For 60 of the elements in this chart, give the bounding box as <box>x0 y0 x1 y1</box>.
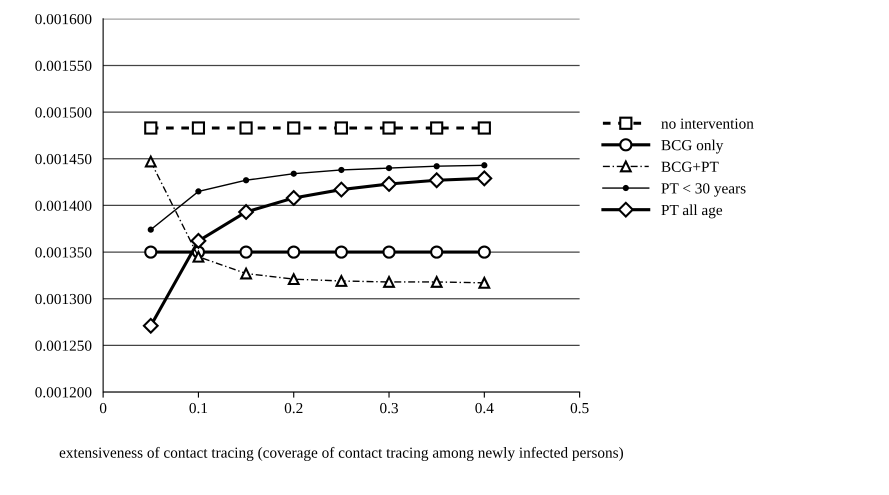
point <box>192 121 206 135</box>
point <box>434 163 440 170</box>
y-tick-label: 0.001350 <box>35 247 92 258</box>
x-tick-label: 0.2 <box>284 402 302 414</box>
point <box>334 121 348 135</box>
legend-label: no intervention <box>661 118 754 129</box>
point <box>142 318 159 334</box>
point <box>238 204 254 220</box>
y-tick-label: 0.001600 <box>35 14 92 24</box>
point <box>430 276 443 288</box>
point <box>144 121 158 135</box>
y-tick-label: 0.001550 <box>35 60 92 71</box>
x-tick-label: 0 <box>100 402 106 414</box>
point <box>144 156 157 168</box>
y-tick-label: 0.001250 <box>35 340 92 351</box>
legend-label: BCG only <box>661 140 724 154</box>
point <box>386 164 392 172</box>
y-tick-label: 0.001500 <box>35 107 92 118</box>
point <box>287 121 300 135</box>
point <box>192 250 204 263</box>
point <box>382 245 396 259</box>
point <box>428 172 445 188</box>
point <box>239 121 253 135</box>
point <box>430 245 444 259</box>
point <box>287 245 300 259</box>
point <box>478 121 491 135</box>
point <box>242 177 250 184</box>
point <box>383 276 395 288</box>
point <box>478 245 491 259</box>
x-axis-title: extensiveness of contact tracing (coverage of contact tracing among newly infected persons) <box>60 446 624 461</box>
x-tick-label: 0.1 <box>189 402 208 414</box>
x-tick-label: 0.5 <box>570 402 589 414</box>
point <box>195 188 202 195</box>
point <box>335 275 348 287</box>
point <box>478 276 490 289</box>
point <box>239 245 253 259</box>
point <box>148 226 154 233</box>
point <box>338 166 345 174</box>
y-tick-label: 0.001200 <box>35 387 92 398</box>
point <box>240 268 252 280</box>
point <box>190 232 206 249</box>
point <box>381 176 397 192</box>
point <box>290 170 297 177</box>
point <box>333 182 350 198</box>
y-tick-label: 0.001300 <box>35 294 92 304</box>
y-tick-label: 0.001450 <box>35 154 92 164</box>
point <box>481 162 488 168</box>
x-tick-label: 0.3 <box>380 402 398 414</box>
point <box>476 170 492 186</box>
point <box>430 121 444 135</box>
point <box>288 273 300 286</box>
point <box>334 245 348 259</box>
legend-label: PT < 30 years <box>661 183 746 197</box>
legend-label: PT all age <box>661 204 722 218</box>
x-tick-label: 0.4 <box>475 402 494 414</box>
point <box>382 121 396 135</box>
point <box>286 190 302 206</box>
point <box>144 245 158 259</box>
y-tick-label: 0.001400 <box>35 200 92 211</box>
legend-label: BCG+PT <box>661 162 719 172</box>
